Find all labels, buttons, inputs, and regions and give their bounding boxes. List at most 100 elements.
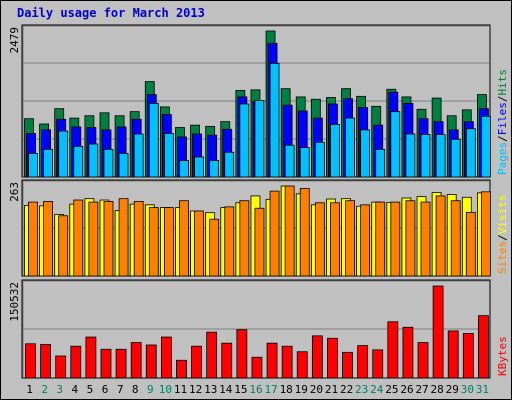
x-tick-label: 29 (446, 383, 459, 396)
kbytes-bar (55, 355, 67, 379)
sites-bar (133, 200, 144, 277)
pages-bar (254, 100, 265, 178)
pages-bar (345, 117, 355, 178)
kbytes-bar (432, 285, 444, 379)
kbytes-bar (417, 342, 429, 379)
x-tick-label: 16 (249, 383, 262, 396)
kbytes-bar (206, 331, 218, 379)
pages-bar (224, 151, 235, 178)
pages-bar (239, 103, 250, 178)
pages-bar (194, 156, 204, 178)
kbytes-bar (145, 344, 157, 379)
kbytes-bar (387, 321, 399, 379)
kbytes-bar (160, 336, 172, 379)
kbytes-bar (191, 345, 202, 379)
x-tick-label: 30 (461, 383, 474, 396)
pages-bar (299, 147, 310, 178)
x-tick-label: 15 (234, 383, 247, 396)
legend-entry: KBytes (496, 336, 509, 376)
sites-bar (58, 215, 69, 277)
sites-bar (269, 190, 280, 277)
pages-bar (330, 124, 340, 178)
kbytes-bar (85, 336, 97, 379)
pages-bar (28, 153, 38, 178)
x-tick-label: 17 (264, 383, 277, 396)
kbytes-bar (478, 315, 489, 379)
sites-bar (299, 187, 310, 277)
sites-bar (330, 202, 340, 277)
x-tick-label: 20 (310, 383, 323, 396)
sites-bar (390, 201, 401, 277)
sites-bar (254, 207, 265, 277)
pages-bar (405, 133, 416, 178)
x-tick-label: 10 (159, 383, 172, 396)
x-tick-label: 1 (26, 383, 33, 396)
pages-bar (450, 138, 461, 178)
kbytes-bar (25, 343, 36, 379)
sites-bar (194, 210, 204, 277)
legend-entry: Visits (496, 195, 509, 235)
y-max-label: 263 (8, 182, 21, 202)
kbytes-bar (100, 348, 112, 379)
x-tick-label: 23 (355, 383, 368, 396)
kbytes-bar (372, 349, 384, 379)
sites-bar (239, 200, 250, 277)
legend-entry: / (496, 96, 509, 103)
pages-bar (133, 133, 144, 178)
pages-bar (269, 62, 280, 178)
kbytes-bar (251, 356, 263, 379)
sites-bar (73, 199, 84, 277)
kbytes-bar (447, 330, 459, 379)
kbytes-bar (40, 343, 51, 379)
pages-bar (390, 111, 401, 178)
pages-bar (314, 141, 325, 178)
pages-bar (88, 143, 99, 178)
x-tick-label: 5 (87, 383, 94, 396)
kbytes-bar (266, 342, 278, 379)
sites-bar (28, 201, 38, 277)
legend-entry: Sites (496, 241, 509, 274)
pages-bar (103, 148, 114, 178)
sites-bar (163, 207, 174, 277)
pages-bar (148, 102, 159, 178)
legend-entry: / (496, 234, 509, 241)
sites-bar (224, 206, 235, 277)
x-tick-label: 22 (340, 383, 353, 396)
pages-bar (58, 130, 69, 178)
x-tick-label: 3 (56, 383, 63, 396)
x-tick-label: 4 (72, 383, 79, 396)
pages-bar (43, 148, 53, 178)
x-tick-label: 18 (280, 383, 293, 396)
sites-bar (405, 200, 416, 277)
legend-entry: / (496, 135, 509, 142)
sites-bar (103, 200, 114, 277)
x-tick-label: 31 (476, 383, 489, 396)
sites-bar (481, 191, 491, 277)
x-tick-label: 27 (415, 383, 428, 396)
kbytes-bar (311, 335, 323, 379)
chart-title: Daily usage for March 2013 (17, 6, 205, 20)
x-tick-label: 12 (189, 383, 202, 396)
sites-bar (209, 218, 220, 277)
pages-bar (465, 128, 476, 178)
sites-bar (345, 200, 355, 277)
sites-bar (375, 201, 386, 277)
kbytes-bar (357, 345, 369, 379)
x-tick-label: 11 (174, 383, 187, 396)
x-tick-label: 13 (204, 383, 217, 396)
pages-bar (163, 133, 174, 178)
kbytes-bar (130, 342, 142, 379)
sites-bar (118, 198, 129, 277)
x-tick-label: 9 (147, 383, 154, 396)
kbytes-bar (462, 332, 474, 379)
sites-bar (435, 195, 446, 277)
x-tick-label: 26 (400, 383, 413, 396)
pages-bar (73, 145, 84, 178)
legend-entry: Files (496, 102, 509, 135)
sites-bar (450, 200, 461, 277)
kbytes-bar (342, 351, 353, 379)
x-tick-label: 7 (117, 383, 124, 396)
x-tick-label: 2 (41, 383, 48, 396)
kbytes-bar (327, 337, 338, 379)
